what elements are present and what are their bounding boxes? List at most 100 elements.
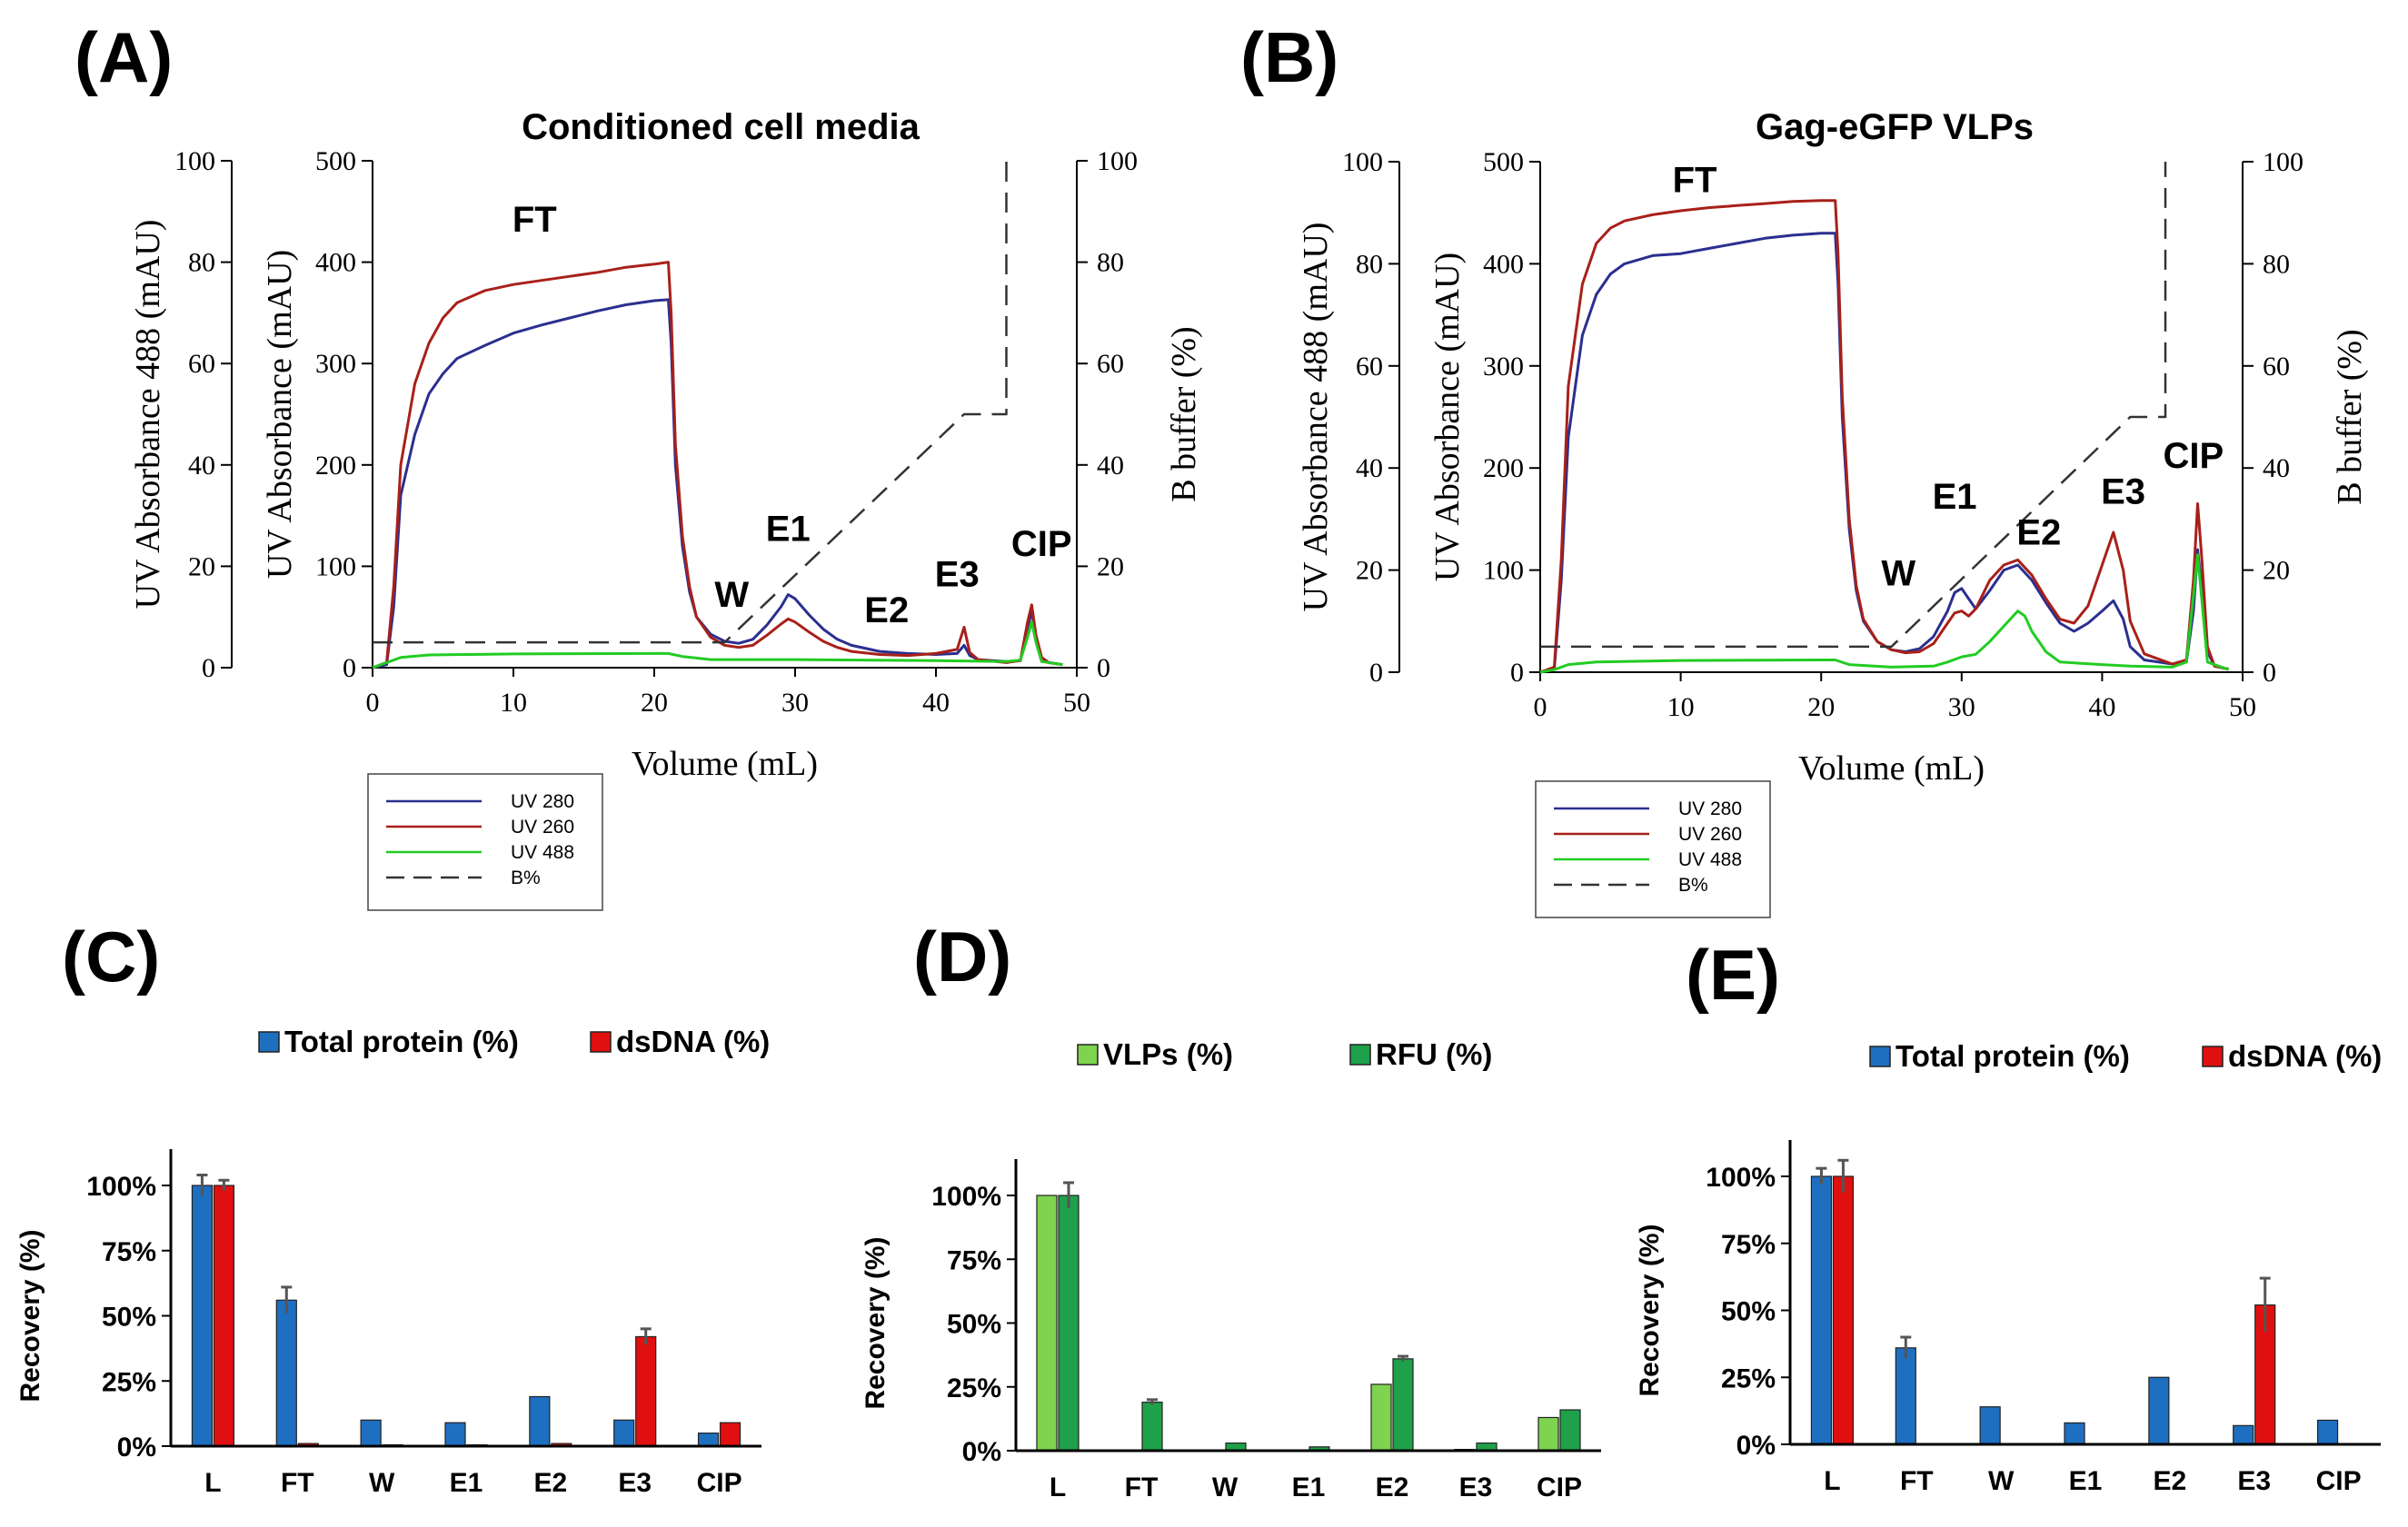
legend-label: dsDNA (%) xyxy=(2228,1039,2382,1073)
series-line-b- xyxy=(1540,162,2167,649)
bar-e2-a xyxy=(2148,1376,2170,1445)
y-tick-label: 100% xyxy=(86,1172,156,1202)
legend-label: UV 280 xyxy=(1678,798,1742,819)
uv488-tick-label: 20 xyxy=(1356,556,1383,586)
peak-label-w: W xyxy=(714,575,749,615)
y-tick-label: 100% xyxy=(931,1182,1001,1212)
legend-label: B% xyxy=(1678,875,1708,896)
peak-label-e2: E2 xyxy=(2016,513,2061,553)
b-tick-label: 0 xyxy=(2263,658,2276,688)
legend-swatch xyxy=(2202,1046,2224,1067)
uv488-tick-label: 0 xyxy=(1369,658,1383,688)
legend-label: UV 260 xyxy=(1678,824,1742,845)
series-line-b- xyxy=(373,161,1008,644)
bar-ft-b xyxy=(1141,1402,1163,1452)
bar-e3-a xyxy=(2233,1424,2254,1445)
x-tick-label: 40 xyxy=(2088,692,2115,722)
uv488-tick-label: 40 xyxy=(188,451,215,481)
peak-label-e3: E3 xyxy=(2101,472,2145,512)
uv488-tick-label: 40 xyxy=(1356,453,1383,483)
y-axis-title: Recovery (%) xyxy=(15,1229,45,1402)
legend-swatch xyxy=(1349,1044,1371,1066)
bar-chart-e: Total protein (%) dsDNA (%) 0% 25% 50% 75% 100… xyxy=(1635,1039,2382,1496)
legend-label: UV 488 xyxy=(1678,849,1742,870)
uv-tick-label: 300 xyxy=(315,349,356,379)
x-tick-label: FT xyxy=(1900,1466,1934,1496)
x-tick-label: E1 xyxy=(450,1468,483,1498)
y-tick-label: 25% xyxy=(102,1367,156,1397)
y-tick-label: 75% xyxy=(947,1245,1001,1275)
bar-cip-a xyxy=(1537,1416,1559,1452)
y-axis-title-uv: UV Absorbance (mAU) xyxy=(1428,253,1467,581)
chromatogram-b: 0100200300400500020406080100020406080100… xyxy=(1297,147,2369,918)
uv488-tick-label: 100 xyxy=(174,146,215,176)
x-tick-label: FT xyxy=(1125,1472,1159,1502)
x-tick-label: L xyxy=(1050,1472,1066,1502)
x-tick-label: FT xyxy=(281,1468,314,1498)
uv-tick-label: 100 xyxy=(1483,556,1524,586)
x-tick-label: 10 xyxy=(1667,692,1695,722)
y-tick-label: 0% xyxy=(117,1433,156,1463)
bar-cip-b xyxy=(719,1422,741,1447)
series-line-uv-488 xyxy=(372,620,1063,669)
bar-e1-a xyxy=(2064,1422,2085,1445)
y-axis-title-488: UV Absorbance 488 (mAU) xyxy=(1297,223,1335,612)
legend-box xyxy=(367,773,603,911)
y-tick-label: 50% xyxy=(947,1310,1001,1340)
legend-label: dsDNA (%) xyxy=(616,1025,770,1058)
peak-label-ft: FT xyxy=(512,200,557,240)
y-tick-label: 50% xyxy=(1721,1297,1776,1327)
x-tick-label: E3 xyxy=(2237,1466,2271,1496)
chart-a-title: Conditioned cell media xyxy=(522,107,920,147)
x-tick-label: E3 xyxy=(618,1468,652,1498)
b-tick-label: 60 xyxy=(2263,352,2290,382)
uv-tick-label: 200 xyxy=(1483,453,1524,483)
b-tick-label: 60 xyxy=(1097,349,1124,379)
uv488-tick-label: 100 xyxy=(1342,147,1383,177)
y-axis-title-b: B buffer (%) xyxy=(1165,326,1203,501)
x-tick-label: 20 xyxy=(641,688,668,718)
peak-label-cip: CIP xyxy=(2164,436,2224,476)
x-tick-label: L xyxy=(1824,1466,1840,1496)
legend-label: UV 488 xyxy=(511,842,574,863)
x-tick-label: E1 xyxy=(1292,1472,1326,1502)
x-tick-label: E2 xyxy=(1376,1472,1409,1502)
legend-swatch xyxy=(258,1031,280,1053)
uv488-tick-label: 60 xyxy=(188,349,215,379)
panel-letter-b: (B) xyxy=(1240,17,1338,97)
uv-tick-label: 0 xyxy=(343,653,356,683)
bar-e2-a xyxy=(529,1395,551,1447)
legend-label: VLPs (%) xyxy=(1103,1037,1233,1071)
x-tick-label: CIP xyxy=(2316,1466,2362,1496)
b-tick-label: 40 xyxy=(1097,451,1124,481)
bar-ft-a xyxy=(1895,1347,1916,1445)
x-tick-label: E3 xyxy=(1459,1472,1493,1502)
uv-tick-label: 400 xyxy=(1483,249,1524,279)
uv-tick-label: 500 xyxy=(1483,147,1524,177)
bar-w-a xyxy=(1979,1406,2001,1445)
x-tick-label: 40 xyxy=(922,688,950,718)
x-tick-label: W xyxy=(369,1468,395,1498)
y-tick-label: 75% xyxy=(1721,1230,1776,1260)
bar-chart-c: Total protein (%) dsDNA (%) 0% 25% 50% 75% 100… xyxy=(15,1025,770,1498)
y-tick-label: 75% xyxy=(102,1237,156,1267)
bar-cip-a xyxy=(2316,1419,2339,1445)
y-axis-title: Recovery (%) xyxy=(861,1236,891,1409)
bar-e2-a xyxy=(1370,1383,1392,1452)
bar-chart-d: VLPs (%) RFU (%) 0% 25% 50% 75% 100% Recovery (… xyxy=(861,1037,1601,1502)
legend-label: UV 260 xyxy=(511,817,574,838)
bar-l-a xyxy=(191,1185,214,1447)
uv-tick-label: 200 xyxy=(315,451,356,481)
x-tick-label: 30 xyxy=(781,688,809,718)
y-axis-title-488: UV Absorbance 488 (mAU) xyxy=(129,220,167,610)
y-axis-title-b: B buffer (%) xyxy=(2331,329,2369,504)
x-tick-label: E2 xyxy=(2154,1466,2187,1496)
legend-box xyxy=(1535,780,1771,918)
bar-e3-b xyxy=(635,1335,657,1447)
y-tick-label: 0% xyxy=(962,1437,1001,1467)
peak-label-cip: CIP xyxy=(1011,524,1072,564)
b-tick-label: 100 xyxy=(1097,146,1138,176)
y-tick-label: 50% xyxy=(102,1303,156,1333)
x-tick-label: W xyxy=(1212,1472,1239,1502)
peak-label-e1: E1 xyxy=(766,510,811,550)
